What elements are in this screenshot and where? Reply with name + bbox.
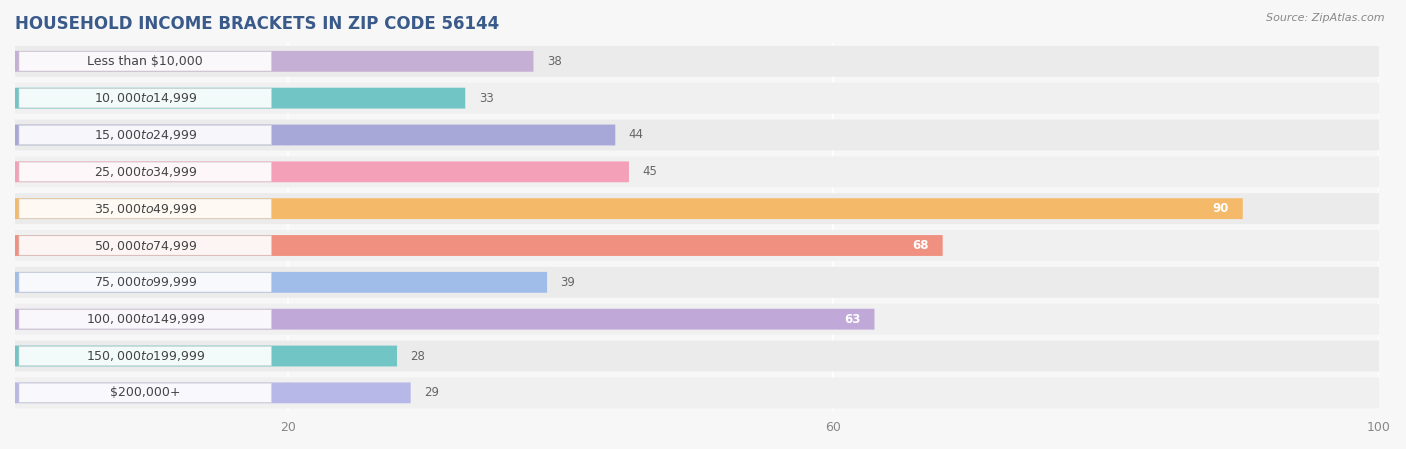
Text: $35,000 to $49,999: $35,000 to $49,999 [94,202,197,216]
Text: 39: 39 [561,276,575,289]
Text: 28: 28 [411,349,426,362]
FancyBboxPatch shape [18,309,271,329]
Text: $15,000 to $24,999: $15,000 to $24,999 [94,128,197,142]
FancyBboxPatch shape [15,46,1379,77]
FancyBboxPatch shape [18,346,271,366]
Text: 45: 45 [643,165,658,178]
FancyBboxPatch shape [15,378,1379,408]
FancyBboxPatch shape [15,230,1379,261]
Text: $10,000 to $14,999: $10,000 to $14,999 [94,91,197,105]
FancyBboxPatch shape [15,119,1379,150]
FancyBboxPatch shape [15,88,465,109]
Text: Source: ZipAtlas.com: Source: ZipAtlas.com [1267,13,1385,23]
FancyBboxPatch shape [15,51,533,72]
Text: 29: 29 [425,386,439,399]
FancyBboxPatch shape [15,83,1379,114]
Text: $25,000 to $34,999: $25,000 to $34,999 [94,165,197,179]
FancyBboxPatch shape [18,125,271,145]
FancyBboxPatch shape [15,304,1379,335]
Text: HOUSEHOLD INCOME BRACKETS IN ZIP CODE 56144: HOUSEHOLD INCOME BRACKETS IN ZIP CODE 56… [15,15,499,33]
FancyBboxPatch shape [18,88,271,108]
FancyBboxPatch shape [15,309,875,330]
FancyBboxPatch shape [15,267,1379,298]
Text: 38: 38 [547,55,562,68]
FancyBboxPatch shape [18,273,271,292]
FancyBboxPatch shape [18,199,271,218]
Text: 68: 68 [912,239,929,252]
FancyBboxPatch shape [15,346,396,366]
FancyBboxPatch shape [18,52,271,71]
Text: $200,000+: $200,000+ [110,386,180,399]
FancyBboxPatch shape [15,156,1379,187]
Text: $100,000 to $149,999: $100,000 to $149,999 [86,312,205,326]
Text: Less than $10,000: Less than $10,000 [87,55,202,68]
Text: $75,000 to $99,999: $75,000 to $99,999 [94,275,197,289]
FancyBboxPatch shape [15,383,411,403]
FancyBboxPatch shape [18,236,271,255]
FancyBboxPatch shape [18,383,271,403]
FancyBboxPatch shape [15,340,1379,371]
Text: 63: 63 [845,313,860,326]
FancyBboxPatch shape [15,161,628,182]
Text: $50,000 to $74,999: $50,000 to $74,999 [94,238,197,252]
FancyBboxPatch shape [15,235,942,256]
Text: 33: 33 [479,92,494,105]
FancyBboxPatch shape [15,198,1243,219]
Text: $150,000 to $199,999: $150,000 to $199,999 [86,349,205,363]
Text: 44: 44 [628,128,644,141]
FancyBboxPatch shape [15,124,616,145]
Text: 90: 90 [1212,202,1229,215]
FancyBboxPatch shape [18,162,271,181]
FancyBboxPatch shape [15,272,547,293]
FancyBboxPatch shape [15,193,1379,224]
